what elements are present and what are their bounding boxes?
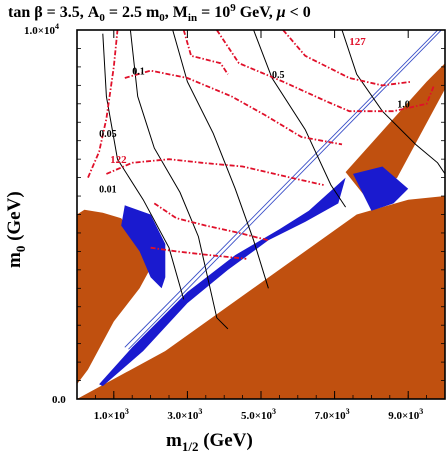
x-tick-label: 9.0×103 xyxy=(388,407,423,422)
excluded-region-lower xyxy=(77,196,445,399)
higgs-contour-7 xyxy=(182,30,229,75)
black-contour-0.05 xyxy=(129,30,229,330)
chart-title: tan β = 3.5, A0 = 2.5 m0, Min = 109 GeV,… xyxy=(8,2,311,24)
x-tick-label: 1.0×103 xyxy=(94,407,129,422)
higgs-contour-0 xyxy=(216,30,435,113)
excluded-region-upper-band xyxy=(345,63,445,200)
black-contour-0.01 xyxy=(102,33,185,300)
black-contour-0.5 xyxy=(253,30,347,208)
black-contour-0.1 xyxy=(172,30,269,289)
x-tick-label: 7.0×103 xyxy=(315,407,350,422)
contour-label-0.5: 0.5 xyxy=(272,70,285,81)
lines-layer xyxy=(87,30,445,350)
black-contour-1.0 xyxy=(341,30,445,175)
dark-matter-band-right xyxy=(353,166,409,211)
ticks-layer: 1.0×103 3.0×103 5.0×103 7.0×103 9.0×103 0.0 1.… xyxy=(24,22,446,422)
blue-line-1 xyxy=(128,30,443,350)
y-tick-label: 0.0 xyxy=(52,394,66,406)
higgs-contour-2 xyxy=(106,158,324,186)
regions-layer xyxy=(77,63,445,399)
contour-label-127: 127 xyxy=(349,36,366,48)
contour-label-0.1: 0.1 xyxy=(132,66,145,77)
higgs-contour-4 xyxy=(153,202,269,242)
contour-label-1.0: 1.0 xyxy=(397,100,410,111)
contour-label-0.01: 0.01 xyxy=(99,184,117,195)
x-tick-label: 3.0×103 xyxy=(167,407,202,422)
contour-labels-layer: 0.1 0.5 1.0 0.05 0.01 127 122 xyxy=(99,36,410,196)
higgs-contour-5 xyxy=(150,246,247,260)
contour-label-122: 122 xyxy=(110,154,127,166)
plot-area: 0.1 0.5 1.0 0.05 0.01 127 122 xyxy=(77,30,445,399)
x-axis-label: m1/2 (GeV) xyxy=(166,430,253,454)
y-tick-label: 1.0×104 xyxy=(24,22,59,37)
x-tick-label: 5.0×103 xyxy=(241,407,276,422)
higgs-contour-1 xyxy=(282,30,413,87)
dark-matter-band-main xyxy=(99,177,346,387)
blue-line-0 xyxy=(124,30,439,348)
higgs-contour-3 xyxy=(124,69,343,146)
dark-matter-band-left xyxy=(121,205,166,289)
excluded-region-left xyxy=(77,209,151,385)
higgs-contour-6 xyxy=(87,30,119,178)
contour-label-0.05: 0.05 xyxy=(99,129,117,140)
y-axis-label: m0 (GeV) xyxy=(4,191,28,268)
